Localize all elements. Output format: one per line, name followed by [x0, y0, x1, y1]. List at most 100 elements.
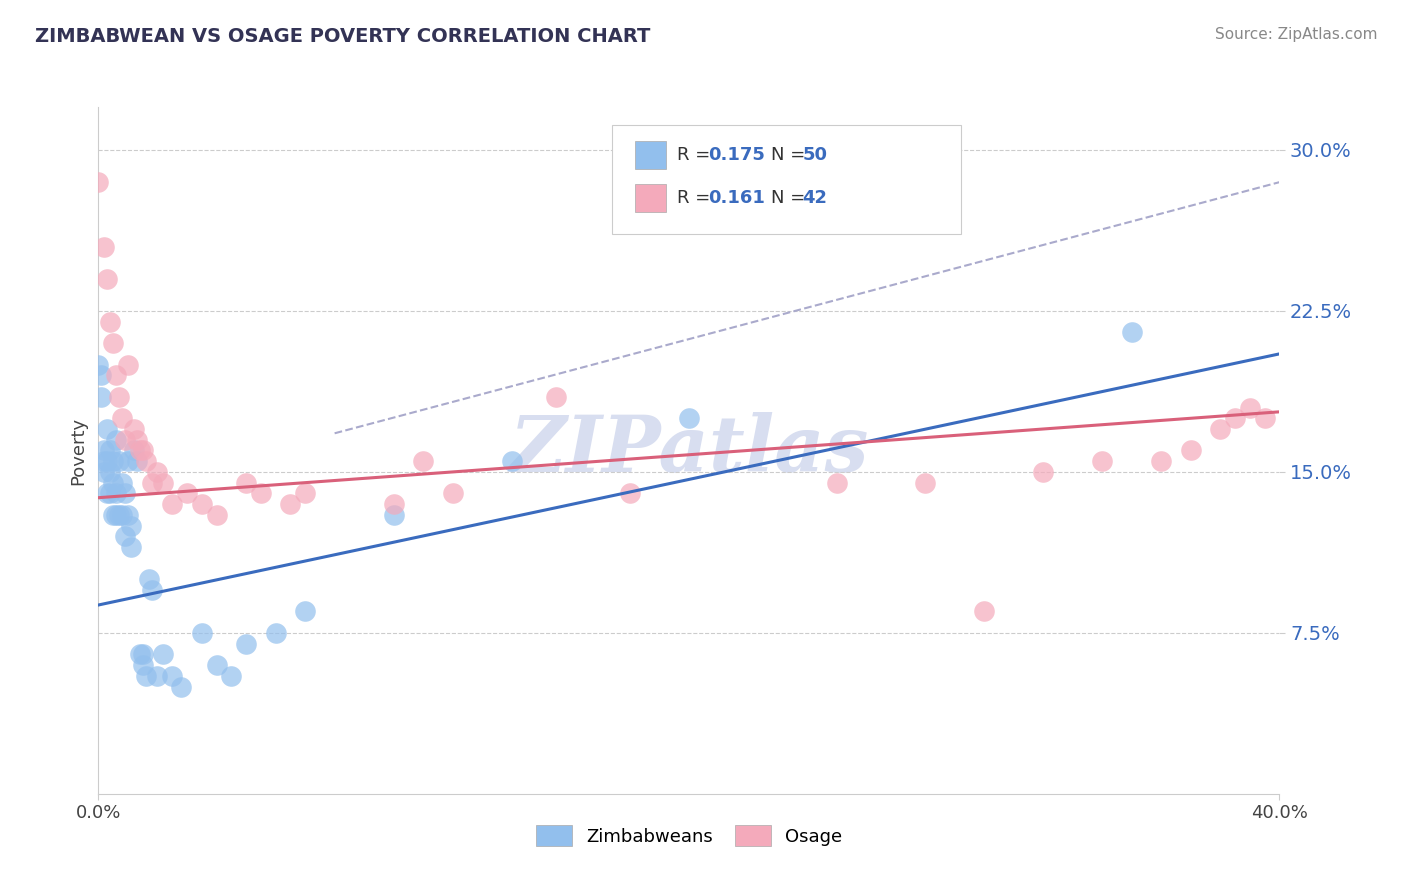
- Point: [170, 680, 193, 694]
- Text: 0.161: 0.161: [709, 189, 765, 207]
- Text: ZIMBABWEAN VS OSAGE POVERTY CORRELATION CHART: ZIMBABWEAN VS OSAGE POVERTY CORRELATION …: [35, 27, 651, 45]
- Point: [87, 175, 110, 189]
- Point: [122, 422, 145, 436]
- Point: [176, 486, 198, 500]
- Point: [111, 475, 134, 490]
- Point: [619, 486, 641, 500]
- Point: [1150, 454, 1173, 468]
- Point: [152, 475, 174, 490]
- Point: [146, 669, 169, 683]
- Text: 50: 50: [803, 146, 827, 164]
- Point: [93, 465, 115, 479]
- Point: [103, 454, 125, 468]
- Point: [96, 271, 118, 285]
- Point: [114, 486, 136, 500]
- Point: [90, 368, 112, 383]
- Point: [128, 648, 150, 662]
- Point: [294, 604, 316, 618]
- Point: [98, 443, 121, 458]
- Point: [132, 658, 155, 673]
- Point: [152, 648, 174, 662]
- Point: [87, 358, 110, 372]
- Point: [441, 486, 464, 500]
- Point: [135, 454, 157, 468]
- Point: [1239, 401, 1261, 415]
- Point: [117, 508, 139, 522]
- Point: [141, 582, 163, 597]
- Point: [1032, 465, 1054, 479]
- Point: [105, 486, 128, 500]
- Point: [128, 443, 150, 458]
- Point: [98, 486, 121, 500]
- Point: [191, 497, 214, 511]
- Text: ZIPatlas: ZIPatlas: [509, 412, 869, 489]
- Point: [105, 508, 128, 522]
- Point: [1209, 422, 1232, 436]
- Point: [132, 443, 155, 458]
- Point: [138, 572, 160, 586]
- Point: [546, 390, 568, 404]
- Point: [108, 454, 131, 468]
- Point: [122, 443, 145, 458]
- Point: [103, 508, 125, 522]
- Text: N =: N =: [772, 189, 811, 207]
- Point: [108, 390, 131, 404]
- Point: [117, 358, 139, 372]
- Point: [1225, 411, 1247, 425]
- Point: [1180, 443, 1202, 458]
- Point: [96, 486, 118, 500]
- Text: 42: 42: [803, 189, 827, 207]
- Point: [93, 454, 115, 468]
- Point: [221, 669, 243, 683]
- Point: [280, 497, 302, 511]
- Point: [501, 454, 523, 468]
- Text: Source: ZipAtlas.com: Source: ZipAtlas.com: [1215, 27, 1378, 42]
- Text: R =: R =: [678, 189, 716, 207]
- Point: [93, 239, 115, 253]
- Point: [914, 475, 936, 490]
- Point: [973, 604, 995, 618]
- Point: [205, 658, 228, 673]
- Point: [162, 669, 183, 683]
- Point: [162, 497, 183, 511]
- Text: R =: R =: [678, 146, 716, 164]
- Point: [135, 669, 157, 683]
- Point: [96, 454, 118, 468]
- Point: [98, 465, 121, 479]
- Point: [103, 336, 125, 351]
- Point: [235, 637, 257, 651]
- Point: [294, 486, 316, 500]
- Point: [125, 433, 148, 447]
- Point: [93, 443, 115, 458]
- Point: [1091, 454, 1114, 468]
- Point: [1254, 411, 1277, 425]
- Text: N =: N =: [772, 146, 811, 164]
- Point: [108, 508, 131, 522]
- Point: [132, 648, 155, 662]
- Point: [120, 518, 142, 533]
- Point: [825, 475, 848, 490]
- Point: [382, 497, 405, 511]
- Point: [111, 411, 134, 425]
- Point: [120, 540, 142, 554]
- Point: [191, 626, 214, 640]
- Text: 0.175: 0.175: [709, 146, 765, 164]
- Point: [114, 529, 136, 543]
- Point: [141, 475, 163, 490]
- Point: [111, 508, 134, 522]
- Point: [117, 454, 139, 468]
- Point: [382, 508, 405, 522]
- Point: [264, 626, 287, 640]
- Point: [114, 433, 136, 447]
- Point: [250, 486, 273, 500]
- Point: [235, 475, 257, 490]
- Point: [98, 315, 121, 329]
- Legend: Zimbabweans, Osage: Zimbabweans, Osage: [529, 818, 849, 854]
- Point: [1121, 326, 1143, 340]
- Point: [105, 368, 128, 383]
- Point: [678, 411, 700, 425]
- Point: [96, 422, 118, 436]
- Y-axis label: Poverty: Poverty: [69, 417, 87, 484]
- Point: [105, 433, 128, 447]
- Point: [90, 390, 112, 404]
